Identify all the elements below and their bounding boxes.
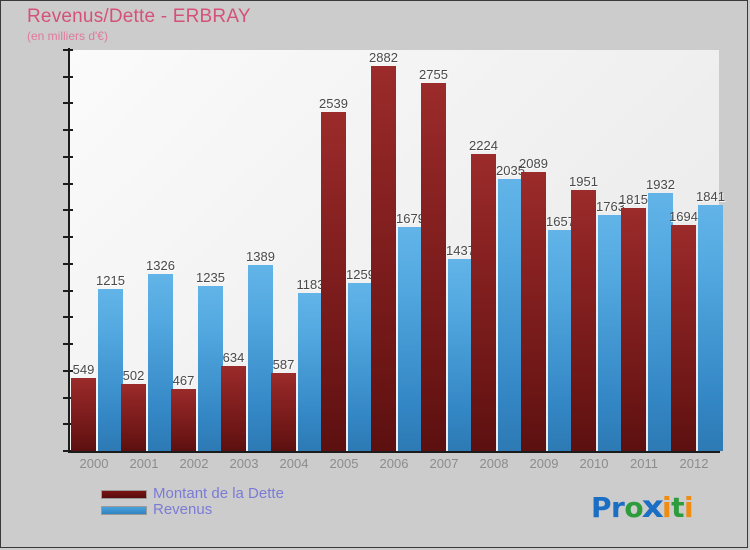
- page-title: Revenus/Dette - ERBRAY: [27, 6, 251, 27]
- bar-dette-2011[interactable]: 1815: [619, 192, 648, 451]
- bar-group: 2882 1679: [369, 50, 425, 451]
- legend-swatch-dette: [101, 490, 147, 499]
- logo-letter-x-3: x: [641, 490, 664, 525]
- bar-group: 2224 2035: [469, 50, 525, 451]
- y-axis-tick-mark: [63, 343, 73, 346]
- bar-dette-2006[interactable]: 2882: [369, 50, 398, 451]
- y-axis-line: [68, 48, 70, 453]
- y-axis-tick-mark: [63, 316, 73, 319]
- bar-value-label: 587: [272, 356, 295, 372]
- x-axis-line: [68, 451, 720, 453]
- bar-group: 467 1235: [171, 50, 225, 451]
- bar-dette-2012[interactable]: 1694: [669, 209, 698, 451]
- bar-revenus-2004[interactable]: 1183: [297, 277, 324, 451]
- x-axis-tick-label: 2012: [679, 456, 709, 471]
- y-axis-tick-mark: [63, 369, 73, 372]
- x-axis-tick-label: 2000: [79, 456, 109, 471]
- bar-revenus-2005[interactable]: 1259: [346, 267, 375, 451]
- logo-letter-P-0: P: [591, 491, 612, 524]
- bar-revenus-2003[interactable]: 1389: [246, 249, 275, 451]
- bar-value-label: 2224: [469, 137, 498, 153]
- bar-revenus-2010[interactable]: 1763: [596, 199, 625, 451]
- bar-dette-2005[interactable]: 2539: [319, 96, 348, 451]
- bar-dette-2002[interactable]: 467: [171, 373, 196, 451]
- y-axis-tick-mark: [63, 262, 73, 265]
- bar-group: 2755 1437: [419, 50, 475, 451]
- logo-letter-o-2: o: [624, 491, 644, 524]
- y-axis-tick-mark: [63, 450, 73, 452]
- bar-group: 634 1389: [221, 50, 275, 451]
- bar-revenus-2008[interactable]: 2035: [496, 163, 525, 451]
- bar-dette-2007[interactable]: 2755: [419, 67, 448, 451]
- y-axis-tick-mark: [63, 49, 73, 51]
- legend-label: Montant de la Dette: [153, 485, 284, 502]
- bar-revenus-2007[interactable]: 1437: [446, 243, 475, 451]
- bar-group: 502 1326: [121, 50, 175, 451]
- bar-revenus-2009[interactable]: 1657: [546, 214, 575, 451]
- x-axis-tick-label: 2003: [229, 456, 259, 471]
- y-axis-tick-mark: [63, 182, 73, 185]
- bar-dette-2000[interactable]: 549: [71, 362, 96, 451]
- legend-swatch-revenus: [101, 506, 147, 515]
- bar-value-label: 2755: [419, 66, 448, 82]
- x-axis-tick-label: 2002: [179, 456, 209, 471]
- chart-subtitle: (en milliers d'€): [27, 29, 108, 43]
- bar-value-label: 1841: [696, 188, 725, 204]
- x-axis-tick-label: 2006: [379, 456, 409, 471]
- x-axis-tick-label: 2007: [429, 456, 459, 471]
- bar-revenus-2011[interactable]: 1932: [646, 177, 675, 451]
- bar-value-label: 2089: [519, 155, 548, 171]
- y-axis-tick-mark: [63, 236, 73, 239]
- y-axis-tick-mark: [63, 423, 73, 426]
- bar-revenus-2001[interactable]: 1326: [146, 258, 175, 451]
- x-axis-tick-label: 2005: [329, 456, 359, 471]
- bar-group: 1951 1763: [569, 50, 625, 451]
- bar-group: 587 1183: [271, 50, 324, 451]
- bar-dette-2008[interactable]: 2224: [469, 138, 498, 451]
- legend-label: Revenus: [153, 501, 213, 518]
- x-axis-tick-label: 2011: [630, 456, 658, 471]
- y-axis-tick-mark: [63, 209, 73, 212]
- bar-value-label: 2539: [319, 95, 348, 111]
- bar-revenus-2002[interactable]: 1235: [196, 270, 225, 451]
- logo-letter-r-1: r: [611, 491, 625, 524]
- bar-value-label: 634: [222, 350, 245, 366]
- y-axis-tick-mark: [63, 102, 73, 105]
- bar-dette-2010[interactable]: 1951: [569, 174, 598, 451]
- y-axis-tick-mark: [63, 75, 73, 78]
- logo-letter-i-6: i: [683, 491, 694, 524]
- bar-revenus-2012[interactable]: 1841: [696, 189, 725, 451]
- bar-value-label: 549: [72, 361, 95, 377]
- proxiti-logo[interactable]: Proxiti: [591, 490, 694, 525]
- bar-group: 549 1215: [71, 50, 125, 451]
- x-axis-tick-label: 2001: [129, 456, 159, 471]
- bar-value-label: 467: [172, 372, 195, 388]
- bar-value-label: 2882: [369, 49, 398, 65]
- logo-letter-i-4: i: [661, 491, 672, 524]
- bar-value-label: 1694: [669, 208, 698, 224]
- bar-group: 1815 1932: [619, 50, 675, 451]
- y-axis-tick-mark: [63, 155, 73, 158]
- bar-group: 1694 1841: [669, 50, 725, 451]
- bar-group: 2089 1657: [519, 50, 575, 451]
- x-axis-tick-label: 2004: [279, 456, 309, 471]
- x-axis-tick-label: 2010: [579, 456, 609, 471]
- bar-dette-2004[interactable]: 587: [271, 357, 296, 451]
- bar-value-label: 1815: [619, 192, 648, 208]
- bar-dette-2009[interactable]: 2089: [519, 156, 548, 451]
- y-axis-tick-mark: [63, 396, 73, 399]
- bar-group: 2539 1259: [319, 50, 375, 451]
- bar-value-label: 1951: [569, 174, 598, 190]
- bar-value-label: 502: [122, 367, 145, 383]
- bar-revenus-2000[interactable]: 1215: [96, 273, 125, 451]
- x-axis-tick-label: 2009: [529, 456, 559, 471]
- y-axis-tick-mark: [63, 289, 73, 292]
- bar-dette-2001[interactable]: 502: [121, 368, 146, 451]
- bar-revenus-2006[interactable]: 1679: [396, 211, 425, 451]
- x-axis-tick-label: 2008: [479, 456, 509, 471]
- y-axis-tick-mark: [63, 129, 73, 132]
- logo-letter-t-5: t: [671, 491, 684, 524]
- bar-dette-2003[interactable]: 634: [221, 350, 246, 451]
